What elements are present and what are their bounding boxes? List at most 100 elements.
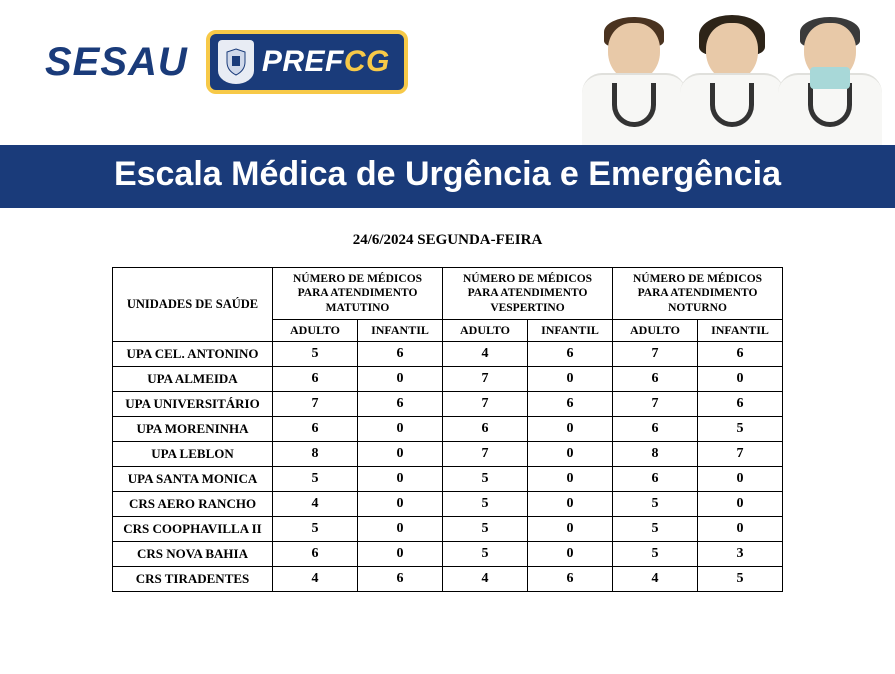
value-cell: 6 [273,417,358,442]
prefcg-cg: CG [344,45,390,79]
table-row: UPA UNIVERSITÁRIO767676 [113,392,783,417]
value-cell: 6 [273,542,358,567]
sub-header: INFANTIL [698,320,783,342]
value-cell: 3 [698,542,783,567]
value-cell: 5 [443,467,528,492]
value-cell: 5 [273,517,358,542]
value-cell: 6 [613,417,698,442]
value-cell: 7 [273,392,358,417]
table-row: CRS NOVA BAHIA605053 [113,542,783,567]
unit-cell: CRS COOPHAVILLA II [113,517,273,542]
value-cell: 0 [358,417,443,442]
value-cell: 4 [443,342,528,367]
value-cell: 5 [613,542,698,567]
unit-cell: CRS TIRADENTES [113,567,273,592]
prefcg-pref: PREF [262,45,344,79]
title-bar: Escala Médica de Urgência e Emergência [0,145,895,208]
value-cell: 4 [613,567,698,592]
table-row: UPA SANTA MONICA505060 [113,467,783,492]
unit-cell: UPA ALMEIDA [113,367,273,392]
value-cell: 8 [613,442,698,467]
prefcg-badge: PREFCG [206,30,408,94]
value-cell: 0 [528,492,613,517]
value-cell: 0 [528,417,613,442]
value-cell: 8 [273,442,358,467]
date-line: 24/6/2024 SEGUNDA-FEIRA [0,232,895,249]
value-cell: 6 [528,342,613,367]
value-cell: 0 [528,542,613,567]
table-row: CRS TIRADENTES464645 [113,567,783,592]
header-area: SESAU PREFCG [0,0,895,145]
value-cell: 0 [358,467,443,492]
sub-header: ADULTO [613,320,698,342]
value-cell: 6 [358,342,443,367]
value-cell: 5 [273,467,358,492]
value-cell: 5 [613,492,698,517]
value-cell: 5 [443,492,528,517]
value-cell: 0 [698,517,783,542]
col-header-matutino: NÚMERO DE MÉDICOS PARA ATENDIMENTO MATUT… [273,268,443,320]
table-row: UPA ALMEIDA607060 [113,367,783,392]
table-row: CRS COOPHAVILLA II505050 [113,517,783,542]
value-cell: 6 [613,367,698,392]
unit-cell: CRS AERO RANCHO [113,492,273,517]
value-cell: 5 [698,567,783,592]
value-cell: 0 [358,442,443,467]
col-header-vespertino: NÚMERO DE MÉDICOS PARA ATENDIMENTO VESPE… [443,268,613,320]
value-cell: 6 [358,392,443,417]
value-cell: 6 [273,367,358,392]
value-cell: 6 [698,342,783,367]
unit-cell: UPA SANTA MONICA [113,467,273,492]
value-cell: 0 [528,517,613,542]
sub-header: ADULTO [443,320,528,342]
value-cell: 4 [273,567,358,592]
table-row: UPA LEBLON807087 [113,442,783,467]
unit-cell: UPA CEL. ANTONINO [113,342,273,367]
title-bar-text: Escala Médica de Urgência e Emergência [0,155,895,194]
value-cell: 0 [698,467,783,492]
table-header-row-1: UNIDADES DE SAÚDE NÚMERO DE MÉDICOS PARA… [113,268,783,320]
table-body: UPA CEL. ANTONINO564676UPA ALMEIDA607060… [113,342,783,592]
col-header-units: UNIDADES DE SAÚDE [113,268,273,342]
value-cell: 7 [698,442,783,467]
value-cell: 7 [613,342,698,367]
value-cell: 6 [528,567,613,592]
value-cell: 0 [698,367,783,392]
unit-cell: UPA LEBLON [113,442,273,467]
value-cell: 0 [528,367,613,392]
value-cell: 5 [613,517,698,542]
table-row: UPA MORENINHA606065 [113,417,783,442]
table-row: CRS AERO RANCHO405050 [113,492,783,517]
value-cell: 7 [613,392,698,417]
value-cell: 6 [443,417,528,442]
doctor-icon [775,5,885,145]
table-wrap: UNIDADES DE SAÚDE NÚMERO DE MÉDICOS PARA… [0,267,895,592]
value-cell: 5 [273,342,358,367]
col-header-noturno: NÚMERO DE MÉDICOS PARA ATENDIMENTO NOTUR… [613,268,783,320]
shield-icon [218,40,254,84]
value-cell: 6 [528,392,613,417]
value-cell: 0 [358,517,443,542]
sub-header: INFANTIL [528,320,613,342]
value-cell: 6 [358,567,443,592]
doctor-icon [579,5,689,145]
value-cell: 0 [358,492,443,517]
value-cell: 0 [528,467,613,492]
doctors-illustration [591,0,885,145]
value-cell: 5 [443,517,528,542]
value-cell: 0 [358,367,443,392]
sub-header: INFANTIL [358,320,443,342]
value-cell: 7 [443,442,528,467]
sub-header: ADULTO [273,320,358,342]
table-head: UNIDADES DE SAÚDE NÚMERO DE MÉDICOS PARA… [113,268,783,342]
value-cell: 0 [528,442,613,467]
unit-cell: UPA UNIVERSITÁRIO [113,392,273,417]
value-cell: 5 [698,417,783,442]
doctor-icon [677,5,787,145]
value-cell: 0 [698,492,783,517]
unit-cell: CRS NOVA BAHIA [113,542,273,567]
table-row: UPA CEL. ANTONINO564676 [113,342,783,367]
prefcg-text: PREFCG [262,45,390,79]
value-cell: 4 [443,567,528,592]
value-cell: 5 [443,542,528,567]
